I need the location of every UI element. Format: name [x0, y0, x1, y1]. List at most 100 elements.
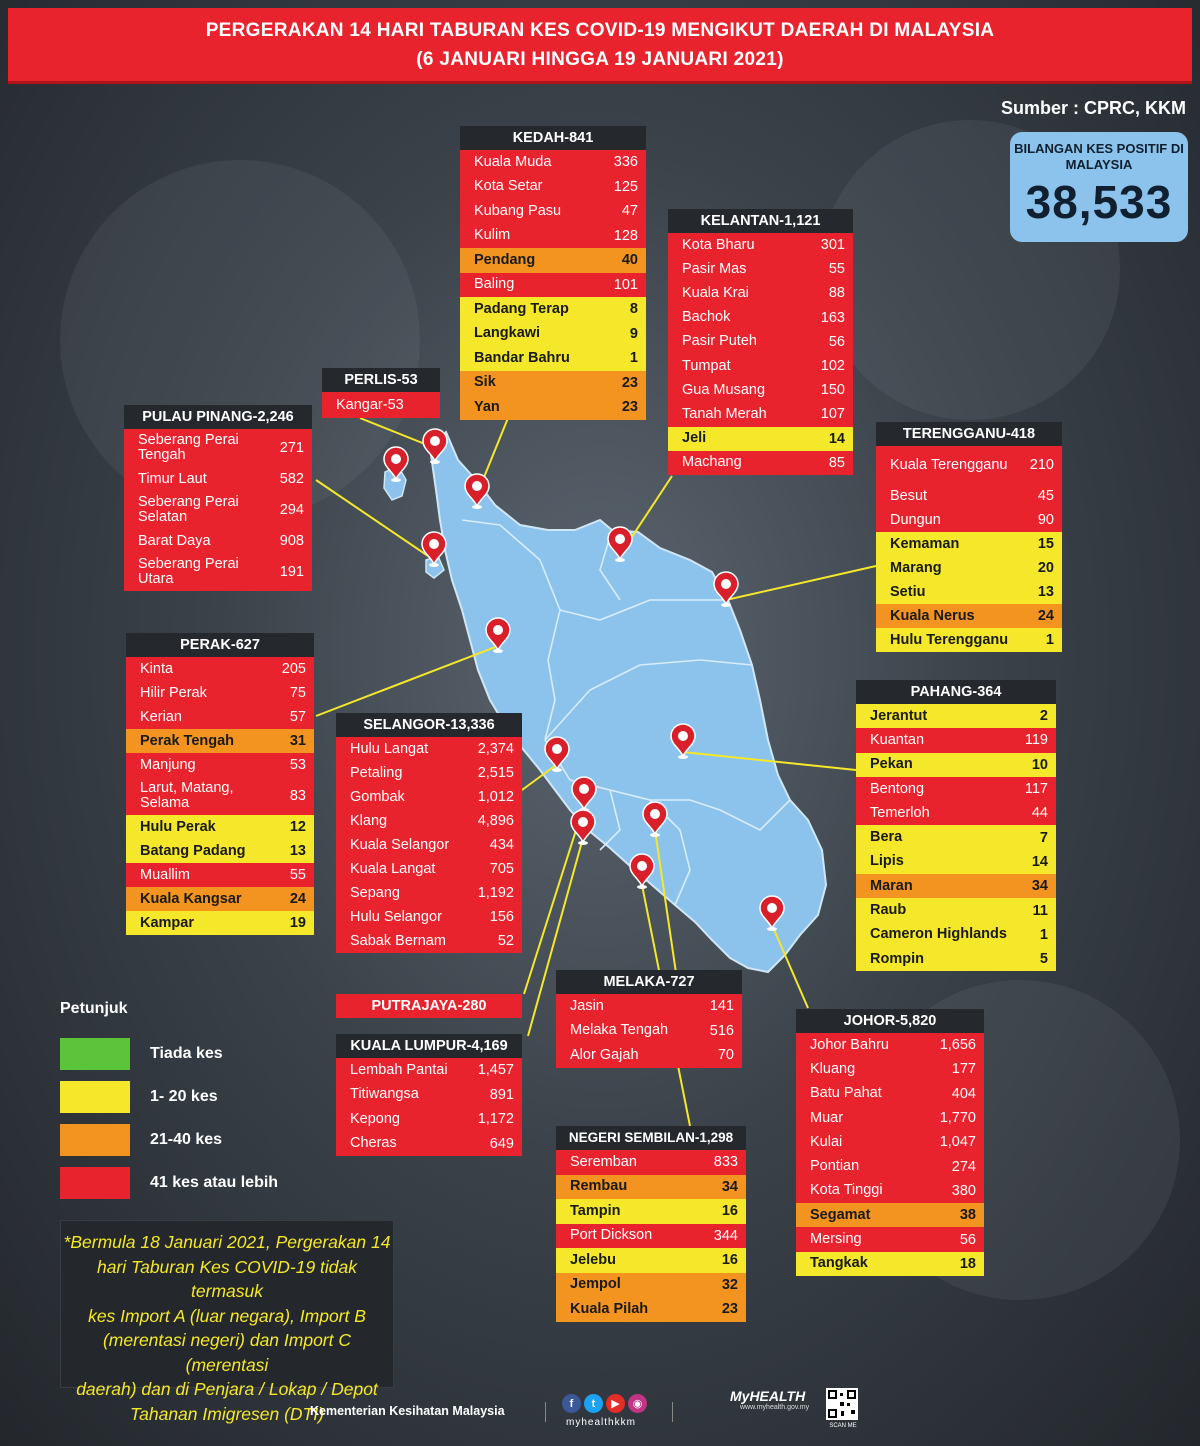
district-value: 516 [709, 1022, 734, 1039]
map-pin-icon [485, 617, 511, 653]
map-pin-icon [570, 809, 596, 845]
district-row: Machang 85 [668, 450, 853, 475]
district-row: Kluang 177 [796, 1057, 984, 1082]
district-value: 705 [489, 861, 514, 877]
district-value: 8 [629, 301, 638, 318]
district-value: 52 [497, 933, 514, 949]
district-row: Kota Setar 125 [460, 174, 646, 199]
district-row: Jelebu 16 [556, 1248, 746, 1273]
district-row: Kubang Pasu 47 [460, 199, 646, 224]
district-row: Bachok 163 [668, 305, 853, 330]
district-name: Kerian [140, 708, 182, 725]
district-value: 908 [279, 533, 304, 549]
district-row: Gua Musang 150 [668, 378, 853, 403]
district-name: Jasin [570, 997, 604, 1014]
district-value: 47 [621, 203, 638, 220]
district-value: 150 [820, 382, 845, 399]
district-name: Kota Tinggi [810, 1182, 883, 1199]
district-value: 40 [621, 252, 638, 269]
district-row: Timur Laut 582 [124, 467, 312, 491]
district-row: Barat Daya 908 [124, 529, 312, 553]
state-title: MELAKA-727 [556, 970, 742, 994]
district-row: Pasir Mas 55 [668, 257, 853, 282]
district-value: 18 [959, 1255, 976, 1272]
map-pin-icon [464, 473, 490, 509]
district-value: 117 [1024, 781, 1048, 798]
district-row: Manjung 53 [126, 753, 314, 777]
district-name: Kulai [810, 1133, 843, 1150]
state-title: TERENGGANU-418 [876, 422, 1062, 446]
district-value: 125 [613, 178, 638, 195]
facebook-icon[interactable]: f [562, 1394, 581, 1413]
district-name: Gua Musang [682, 381, 766, 398]
qr-code-icon[interactable] [826, 1388, 858, 1420]
district-name: Tangkak [810, 1255, 868, 1272]
district-row: Hulu Perak 12 [126, 815, 314, 839]
district-name: Langkawi [474, 325, 541, 342]
district-row: Baling 101 [460, 272, 646, 297]
district-value: 23 [621, 374, 638, 391]
page-title: PERGERAKAN 14 HARI TABURAN KES COVID-19 … [8, 8, 1192, 84]
social-handle: myhealthkkm [566, 1417, 636, 1428]
state-box-johor: JOHOR-5,820 Johor Bahru 1,656 Kluang 177 Bat… [796, 1009, 984, 1276]
district-row: Johor Bahru 1,656 [796, 1033, 984, 1058]
legend-item: 41 kes atau lebih [60, 1161, 278, 1204]
district-name: Muar [810, 1109, 844, 1126]
district-value: 1 [1039, 926, 1048, 943]
district-name: Raub [870, 902, 907, 919]
map-pin-icon [629, 853, 655, 889]
district-value: 23 [621, 399, 638, 416]
district-name: Kuala Nerus [890, 607, 975, 624]
district-row: Temerloh 44 [856, 801, 1056, 826]
district-row: Marang 20 [876, 556, 1062, 580]
state-title: KEDAH-841 [460, 126, 646, 150]
district-value: 1,770 [939, 1110, 976, 1127]
district-value: 2,374 [477, 741, 514, 757]
instagram-icon[interactable]: ◉ [628, 1394, 647, 1413]
district-name: Gombak [350, 788, 405, 805]
map-pin-icon [607, 526, 633, 562]
district-row: Hulu Langat 2,374 [336, 737, 522, 761]
total-cases-label: BILANGAN KES POSITIF DI MALAYSIA [1014, 141, 1184, 172]
district-value: 102 [820, 358, 845, 375]
district-row: Jerantut 2 [856, 704, 1056, 729]
district-value: 434 [489, 837, 514, 853]
district-name: Segamat [810, 1206, 871, 1223]
district-row: Kemaman 15 [876, 532, 1062, 556]
district-row: Kangar-53 [322, 392, 440, 418]
state-title: PULAU PINANG-2,246 [124, 405, 312, 429]
district-value: 141 [709, 998, 734, 1015]
district-row: Jempol 32 [556, 1272, 746, 1297]
district-row: Jeli 14 [668, 426, 853, 451]
district-value: 2 [1039, 708, 1048, 725]
district-value: 20 [1037, 560, 1054, 576]
district-name: Timur Laut [138, 470, 207, 487]
district-name: Kuala Krai [682, 284, 749, 301]
district-name: Alor Gajah [570, 1046, 639, 1063]
twitter-icon[interactable]: t [584, 1394, 603, 1413]
district-name: Melaka Tengah [570, 1022, 669, 1039]
district-value: 1,012 [477, 789, 514, 805]
legend-label: 41 kes atau lebih [150, 1173, 279, 1191]
footnote-line: daerah) dan di Penjara / Lokap / Depot [76, 1379, 378, 1399]
legend-swatch [60, 1037, 130, 1070]
state-box-perak: PERAK-627 Kinta 205 Hilir Perak 75 Kerian 57 P… [126, 633, 314, 935]
state-title: SELANGOR-13,336 [336, 713, 522, 737]
map-pin-icon [383, 446, 409, 482]
title-line-2: (6 JANUARI HINGGA 19 JANUARI 2021) [416, 49, 784, 70]
district-value: 88 [828, 285, 845, 302]
footnote-line: Tahanan Imigresen (DTI) [130, 1403, 324, 1424]
footer-divider [672, 1402, 673, 1422]
district-row: Kuala Langat 705 [336, 857, 522, 881]
district-row: Kuala Muda 336 [460, 150, 646, 175]
legend-label: Tiada kes [150, 1044, 223, 1062]
district-value: 56 [959, 1231, 976, 1248]
youtube-icon[interactable]: ▶ [606, 1394, 625, 1413]
district-value: 23 [721, 1301, 738, 1318]
district-value: 32 [721, 1276, 738, 1293]
footnote-box: *Bermula 18 Januari 2021, Pergerakan 14 … [60, 1220, 394, 1424]
district-value: 53 [289, 757, 306, 773]
district-value: 294 [279, 502, 304, 518]
district-name: Cheras [350, 1135, 397, 1152]
district-row: Cheras 649 [336, 1131, 522, 1156]
